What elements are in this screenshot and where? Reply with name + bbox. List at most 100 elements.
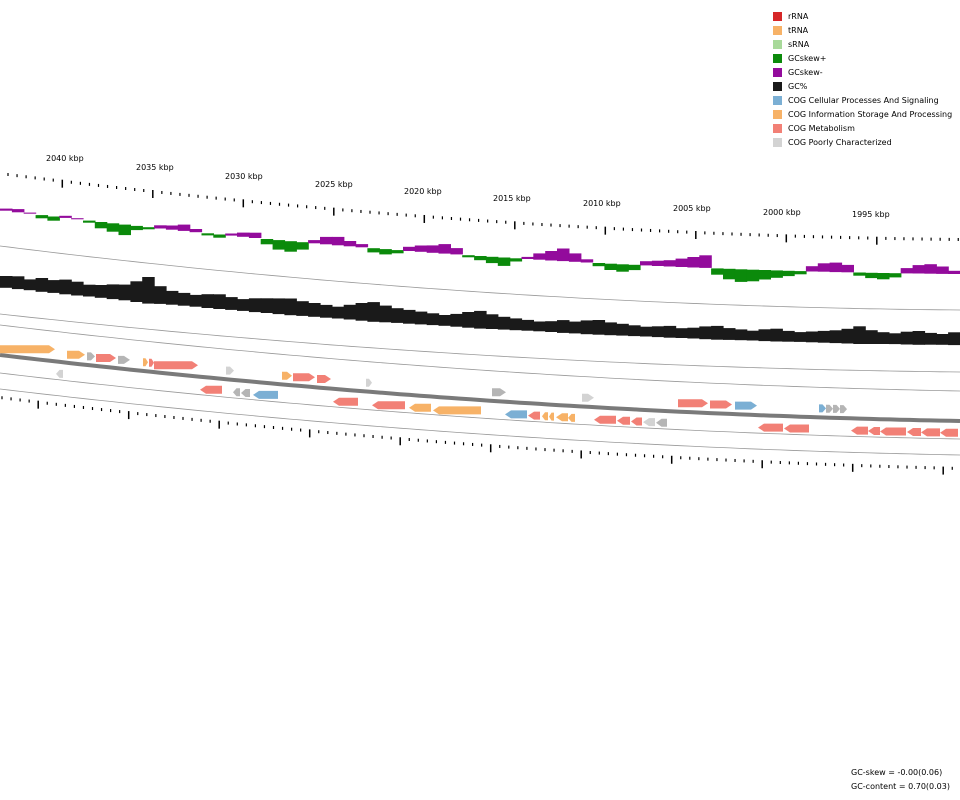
gc-skew-negative-bar bbox=[248, 232, 262, 238]
gc-content-bar bbox=[924, 332, 937, 345]
gc-skew-negative-bar bbox=[0, 208, 13, 211]
gc-skew-negative-bar bbox=[331, 236, 345, 246]
gc-content-bar bbox=[711, 325, 724, 340]
tick-label: 2005 kbp bbox=[673, 204, 711, 213]
gc-skew-negative-bar bbox=[817, 263, 831, 272]
gc-skew-track bbox=[0, 208, 960, 282]
gc-skew-positive-bar bbox=[604, 263, 617, 270]
track-guide-lines bbox=[0, 245, 960, 456]
gc-skew-negative-bar bbox=[237, 232, 250, 237]
gc-content-bar bbox=[213, 294, 226, 309]
gc-skew-negative-bar bbox=[154, 225, 167, 229]
gene-feature bbox=[241, 389, 250, 397]
gc-skew-negative-bar bbox=[651, 260, 665, 266]
gc-skew-positive-bar bbox=[628, 264, 641, 271]
gene-feature bbox=[758, 423, 783, 432]
gc-skew-positive-bar bbox=[782, 270, 795, 277]
gene-feature bbox=[149, 358, 154, 367]
gc-content-bar bbox=[817, 330, 831, 343]
gc-skew-positive-bar bbox=[592, 263, 606, 267]
gc-content-bar bbox=[580, 320, 594, 335]
gc-content-bar bbox=[853, 326, 866, 344]
gc-content-bar bbox=[628, 325, 641, 337]
gc-skew-negative-bar bbox=[23, 212, 37, 214]
gc-content-bar bbox=[758, 329, 771, 342]
gc-content-bar bbox=[237, 299, 250, 311]
gc-content-bar bbox=[687, 327, 700, 339]
legend-label: GCskew+ bbox=[788, 53, 827, 63]
gc-content-bar bbox=[604, 322, 617, 336]
gc-skew-positive-bar bbox=[758, 270, 771, 280]
gc-skew-negative-bar bbox=[687, 257, 700, 268]
gc-skew-negative-bar bbox=[189, 229, 203, 233]
gc-content-bar bbox=[746, 330, 760, 341]
gc-content-bar bbox=[284, 298, 297, 316]
gc-content-bar bbox=[948, 332, 960, 346]
gene-feature bbox=[656, 418, 667, 427]
gene-feature bbox=[67, 350, 85, 359]
gc-content-bar bbox=[640, 326, 653, 337]
gc-skew-negative-bar bbox=[580, 259, 594, 263]
gene-feature bbox=[568, 413, 575, 422]
gene-feature bbox=[643, 418, 655, 427]
gc-content-bar bbox=[782, 330, 795, 342]
gc-content-bar bbox=[805, 331, 819, 343]
gc-skew-negative-bar bbox=[450, 248, 463, 255]
gc-skew-negative-bar bbox=[663, 260, 677, 267]
gc-content-bar bbox=[47, 280, 60, 293]
gc-skew-positive-bar bbox=[118, 224, 131, 236]
gc-skew-negative-bar bbox=[355, 244, 369, 248]
gc-content-bar bbox=[189, 294, 203, 307]
gc-skew-negative-bar bbox=[805, 266, 819, 272]
gc-skew-negative-bar bbox=[841, 264, 854, 273]
gc-content-bar bbox=[675, 328, 689, 338]
gene-feature bbox=[940, 428, 958, 437]
gc-content-bar bbox=[225, 297, 238, 310]
gc-skew-positive-bar bbox=[888, 273, 902, 278]
gc-content-bar bbox=[497, 316, 511, 330]
gc-content-bar bbox=[94, 285, 108, 298]
gc-skew-positive-bar bbox=[616, 264, 629, 272]
gc-content-bar bbox=[888, 333, 902, 345]
gc-content-bar bbox=[248, 298, 262, 313]
legend-item: COG Information Storage And Processing bbox=[773, 107, 952, 121]
gc-skew-positive-bar bbox=[272, 240, 286, 250]
gc-skew-positive-bar bbox=[474, 256, 487, 261]
gc-content-bar bbox=[426, 313, 440, 326]
gc-content-bar bbox=[403, 309, 416, 324]
gc-content-bar bbox=[462, 312, 475, 328]
gc-skew-positive-bar bbox=[509, 258, 523, 262]
gc-content-bar bbox=[296, 301, 309, 316]
gene-feature bbox=[56, 369, 63, 378]
legend-swatch bbox=[773, 95, 782, 105]
gc-skew-negative-bar bbox=[177, 224, 191, 231]
gc-content-bar bbox=[557, 320, 570, 333]
gc-skew-negative-bar bbox=[829, 262, 843, 273]
gc-content-bar bbox=[651, 326, 665, 338]
gene-feature bbox=[293, 373, 315, 382]
backbone-line bbox=[0, 353, 960, 423]
gc-content-bar bbox=[35, 278, 49, 292]
gc-content-bar bbox=[355, 303, 369, 321]
gc-content-bar bbox=[130, 281, 143, 302]
gc-content-bar bbox=[734, 329, 748, 341]
tick-label: 2010 kbp bbox=[583, 199, 621, 208]
gene-feature bbox=[253, 390, 278, 399]
gene-feature bbox=[366, 378, 372, 387]
gc-content-bar bbox=[23, 279, 37, 291]
gc-skew-negative-bar bbox=[59, 215, 72, 218]
gc-skew-negative-bar bbox=[426, 245, 440, 253]
track-guide bbox=[0, 313, 960, 373]
legend-item: COG Cellular Processes And Signaling bbox=[773, 93, 952, 107]
legend-swatch bbox=[773, 39, 782, 49]
legend-swatch bbox=[773, 137, 782, 147]
gc-content-bar bbox=[201, 294, 214, 308]
gc-content-bar bbox=[177, 292, 191, 306]
gc-skew-negative-bar bbox=[308, 240, 321, 244]
gc-skew-positive-bar bbox=[213, 234, 226, 238]
tick-labels: 2040 kbp 2035 kbp 2030 kbp 2025 kbp 2020… bbox=[46, 154, 890, 219]
legend-item: rRNA bbox=[773, 9, 952, 23]
gc-skew-positive-bar bbox=[379, 249, 392, 255]
gene-feature bbox=[492, 388, 506, 397]
gene-feature bbox=[833, 404, 840, 413]
